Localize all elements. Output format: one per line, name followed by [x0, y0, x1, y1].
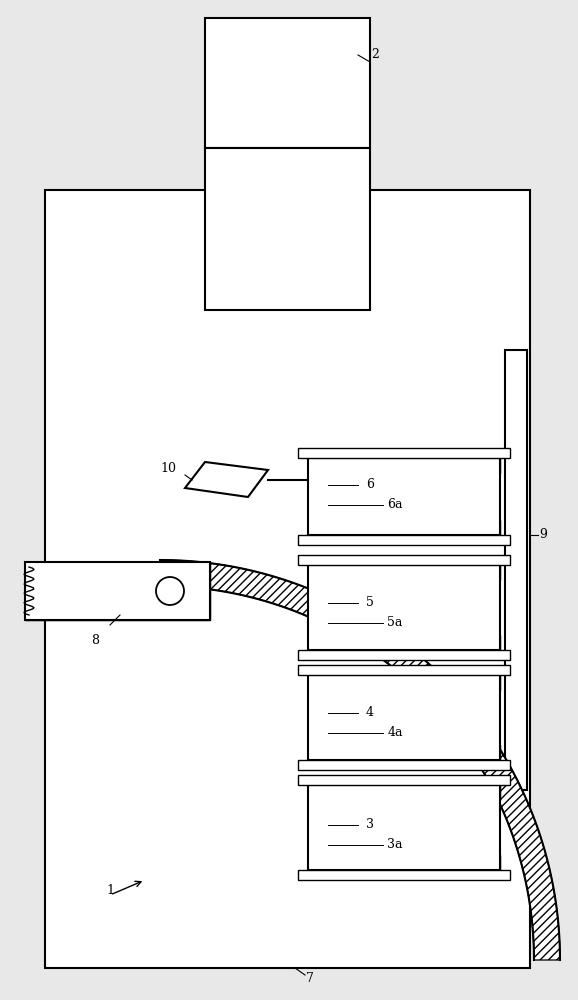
Bar: [308, 785, 500, 800]
Bar: [205, 148, 370, 310]
Bar: [25, 562, 210, 620]
Bar: [308, 565, 500, 580]
Bar: [308, 785, 500, 800]
Bar: [308, 675, 500, 690]
Bar: [298, 448, 510, 458]
Bar: [308, 635, 500, 650]
Text: 3: 3: [366, 818, 374, 832]
Bar: [308, 675, 500, 690]
Bar: [308, 635, 500, 650]
Bar: [45, 190, 530, 968]
Text: 7: 7: [306, 972, 314, 984]
Bar: [308, 855, 500, 870]
Text: 5a: 5a: [387, 616, 403, 630]
Bar: [25, 562, 210, 620]
Bar: [308, 565, 500, 580]
Bar: [308, 565, 323, 650]
Bar: [308, 745, 500, 760]
Bar: [308, 785, 323, 870]
Bar: [308, 785, 323, 870]
Text: 2: 2: [371, 48, 379, 62]
Text: 4a: 4a: [387, 726, 403, 740]
Bar: [308, 675, 500, 760]
Bar: [298, 760, 510, 770]
Bar: [205, 18, 370, 148]
Bar: [308, 675, 323, 760]
Bar: [25, 562, 210, 620]
Bar: [308, 458, 500, 473]
Bar: [298, 665, 510, 675]
Text: 6a: 6a: [387, 498, 403, 512]
Bar: [308, 855, 500, 870]
Text: 8: 8: [91, 634, 99, 647]
Text: 4: 4: [366, 706, 374, 720]
Text: 6: 6: [366, 479, 374, 491]
Bar: [308, 520, 500, 535]
Polygon shape: [185, 462, 268, 497]
Bar: [308, 565, 500, 650]
Polygon shape: [160, 560, 560, 960]
Bar: [308, 458, 500, 473]
Bar: [298, 535, 510, 545]
Bar: [308, 675, 323, 760]
Bar: [308, 565, 323, 650]
Bar: [308, 785, 500, 870]
Text: 5: 5: [366, 596, 374, 609]
Circle shape: [156, 577, 184, 605]
Bar: [298, 870, 510, 880]
Text: 1: 1: [106, 884, 114, 896]
Bar: [298, 775, 510, 785]
Bar: [308, 520, 500, 535]
Bar: [298, 650, 510, 660]
Bar: [298, 555, 510, 565]
Text: 9: 9: [539, 528, 547, 542]
Text: 10: 10: [160, 462, 176, 475]
Bar: [308, 458, 500, 535]
Text: 3a: 3a: [387, 838, 403, 852]
Bar: [308, 458, 323, 535]
Bar: [308, 745, 500, 760]
Bar: [505, 350, 527, 790]
Bar: [308, 458, 323, 535]
